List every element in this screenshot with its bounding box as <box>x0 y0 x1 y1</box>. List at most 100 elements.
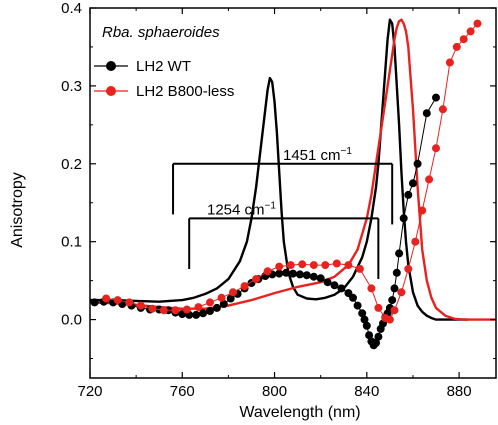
data-point <box>192 310 201 319</box>
data-point <box>418 206 427 215</box>
data-point <box>286 261 295 270</box>
y-tick-label: 0.2 <box>61 156 82 173</box>
data-point <box>205 306 214 315</box>
data-point <box>411 237 420 246</box>
data-point <box>438 105 447 114</box>
legend-label: LH2 WT <box>136 58 191 75</box>
data-point <box>288 269 297 278</box>
series-b800-less-absorption <box>90 18 496 321</box>
data-point <box>205 298 214 307</box>
data-point <box>459 35 468 44</box>
data-point <box>445 58 454 67</box>
series-layer <box>90 18 496 350</box>
data-point <box>102 294 111 303</box>
x-tick-label: 760 <box>170 383 195 400</box>
data-point <box>452 42 461 51</box>
x-tick-label: 800 <box>262 383 287 400</box>
bracket-annotation: 1254 cm−1 <box>188 200 380 279</box>
data-point <box>182 305 191 314</box>
data-point <box>404 190 413 199</box>
series-lh2-b800-less <box>102 19 482 324</box>
y-axis-title: Anisotropy <box>9 172 26 248</box>
bracket-annotation: 1451 cm−1 <box>172 146 394 225</box>
axes-layer: 720 760 800 840 880 0.0 0.1 0.2 0.3 0.4 <box>61 0 497 400</box>
data-point <box>473 19 482 28</box>
data-point <box>217 293 226 302</box>
series-connector <box>106 23 478 321</box>
legend-entry: LH2 WT <box>94 58 191 75</box>
legend-entry: LH2 B800-less <box>94 83 234 100</box>
data-point <box>282 268 291 277</box>
data-point <box>148 304 157 313</box>
data-point <box>362 321 371 330</box>
x-tick-label: 840 <box>354 383 379 400</box>
data-point <box>374 332 383 341</box>
x-axis-title: Wavelength (nm) <box>239 404 360 421</box>
data-point <box>240 282 249 291</box>
bracket-label: 1254 cm−1 <box>207 200 276 218</box>
data-point <box>466 27 475 36</box>
data-point <box>316 274 325 283</box>
data-point <box>397 288 406 297</box>
data-point <box>298 260 307 269</box>
data-point <box>390 306 399 315</box>
data-point <box>374 303 383 312</box>
data-point <box>344 289 353 298</box>
data-point <box>337 284 346 293</box>
data-point <box>395 249 404 258</box>
y-tick-label: 0.0 <box>61 312 82 329</box>
sample-label: Rba. sphaeroides <box>102 24 220 41</box>
data-point <box>408 179 417 188</box>
data-point <box>390 284 399 293</box>
bracket-label: 1451 cm−1 <box>283 146 352 164</box>
data-point <box>252 275 261 284</box>
data-point <box>198 309 207 318</box>
data-point <box>212 303 221 312</box>
data-point <box>404 264 413 273</box>
text-layer: Anisotropy Wavelength (nm) Rba. sphaeroi… <box>9 24 361 421</box>
data-point <box>392 268 401 277</box>
data-point <box>367 284 376 293</box>
data-point <box>295 270 304 279</box>
data-point <box>90 298 99 307</box>
data-point <box>431 93 440 102</box>
data-point <box>309 261 318 270</box>
data-point <box>159 306 168 315</box>
y-tick-label: 0.3 <box>61 78 82 95</box>
data-point <box>330 281 339 290</box>
data-point <box>275 262 284 271</box>
data-point <box>125 298 134 307</box>
legend-label: LH2 B800-less <box>136 83 234 100</box>
data-point <box>309 272 318 281</box>
data-point <box>263 267 272 276</box>
series-lh2-wt <box>90 93 440 350</box>
data-point <box>348 293 357 302</box>
data-point <box>422 109 431 118</box>
data-point <box>385 315 394 324</box>
data-point <box>136 301 145 310</box>
data-point <box>388 296 397 305</box>
annotation-layer: 1451 cm−1 1254 cm−1 <box>172 146 394 279</box>
y-tick-label: 0.4 <box>61 0 82 17</box>
data-point <box>413 159 422 168</box>
data-point <box>275 269 284 278</box>
data-point <box>332 259 341 268</box>
data-point <box>171 306 180 315</box>
data-point <box>321 261 330 270</box>
data-point <box>425 175 434 184</box>
y-tick-label: 0.1 <box>61 234 82 251</box>
data-point <box>344 261 353 270</box>
data-point <box>113 296 122 305</box>
data-point <box>355 264 364 273</box>
data-point <box>323 278 332 287</box>
x-tick-label: 880 <box>447 383 472 400</box>
data-point <box>228 288 237 297</box>
data-point <box>353 301 362 310</box>
data-point <box>431 144 440 153</box>
data-point <box>194 303 203 312</box>
x-tick-label: 720 <box>77 383 102 400</box>
plot-frame <box>89 7 497 379</box>
legend-marker <box>106 61 116 71</box>
absorption-line <box>90 18 496 321</box>
